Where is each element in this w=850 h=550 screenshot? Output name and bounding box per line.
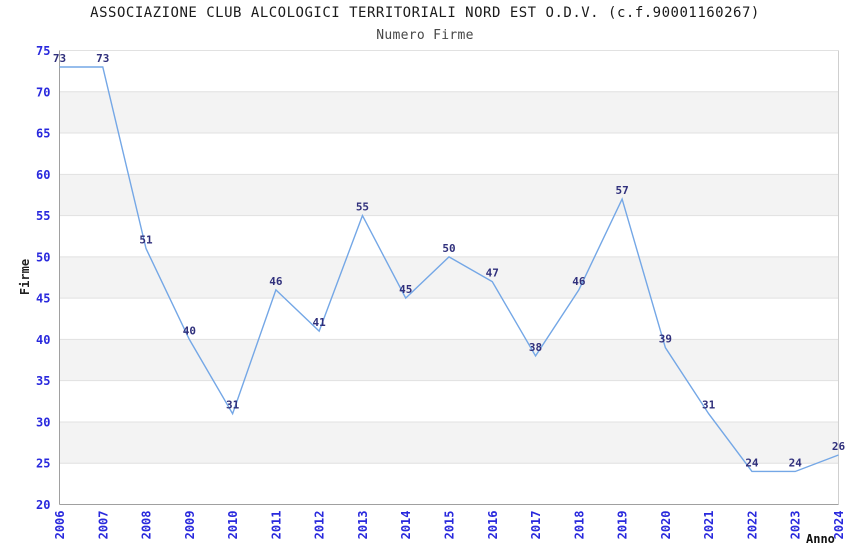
y-tick-label: 30 (36, 415, 50, 429)
y-tick-label: 20 (36, 498, 50, 512)
y-tick-label: 70 (36, 85, 50, 99)
plot-band (59, 421, 839, 464)
y-tick-label: 45 (36, 292, 50, 306)
plot-band (59, 174, 839, 216)
plot-band (59, 339, 839, 381)
x-tick-label: 2009 (183, 511, 197, 540)
y-tick-label: 75 (36, 44, 50, 58)
data-label: 39 (659, 333, 672, 346)
data-label: 24 (745, 456, 759, 469)
x-tick-label: 2023 (789, 511, 803, 540)
data-label: 46 (269, 275, 283, 288)
chart-title: ASSOCIAZIONE CLUB ALCOLOGICI TERRITORIAL… (90, 5, 760, 21)
data-label: 38 (529, 341, 542, 354)
x-tick-label: 2022 (745, 511, 759, 540)
y-tick-label: 50 (36, 250, 50, 264)
x-axis-title: Anno (806, 532, 835, 546)
x-tick-label: 2015 (443, 511, 457, 540)
y-tick-label: 40 (36, 333, 50, 347)
x-tick-label: 2024 (832, 511, 846, 540)
y-tick-label: 35 (36, 374, 50, 388)
x-tick-label: 2008 (140, 511, 154, 540)
chart-subtitle: Numero Firme (376, 28, 474, 43)
data-label: 50 (442, 242, 455, 255)
x-tick-label: 2011 (269, 511, 283, 540)
data-label: 40 (183, 324, 196, 337)
x-tick-label: 2019 (616, 511, 630, 540)
data-label: 73 (53, 52, 66, 65)
data-label: 47 (486, 267, 499, 280)
data-label: 26 (832, 440, 846, 453)
data-label: 51 (139, 234, 153, 247)
data-label: 57 (615, 184, 628, 197)
data-label: 45 (399, 283, 412, 296)
x-tick-label: 2020 (659, 511, 673, 540)
data-label: 55 (356, 201, 369, 214)
data-label: 73 (96, 52, 109, 65)
y-tick-label: 25 (36, 457, 50, 471)
y-tick-label: 55 (36, 209, 50, 223)
x-tick-label: 2018 (572, 511, 586, 540)
data-label: 41 (313, 316, 327, 329)
x-tick-label: 2017 (529, 511, 543, 540)
x-tick-label: 2013 (356, 511, 370, 540)
y-tick-label: 60 (36, 168, 50, 182)
x-tick-label: 2021 (702, 511, 716, 540)
x-tick-label: 2016 (486, 511, 500, 540)
data-label: 46 (572, 275, 586, 288)
x-tick-label: 2006 (53, 511, 67, 540)
x-tick-label: 2012 (313, 511, 327, 540)
plot-band (59, 256, 839, 299)
data-label: 31 (702, 399, 716, 412)
plot-band (59, 91, 839, 134)
x-tick-label: 2014 (399, 511, 413, 540)
y-tick-label: 65 (36, 127, 50, 141)
data-label: 31 (226, 399, 240, 412)
x-tick-label: 2007 (96, 511, 110, 540)
data-label: 24 (789, 456, 803, 469)
series-line (59, 66, 839, 473)
x-tick-label: 2010 (226, 511, 240, 540)
